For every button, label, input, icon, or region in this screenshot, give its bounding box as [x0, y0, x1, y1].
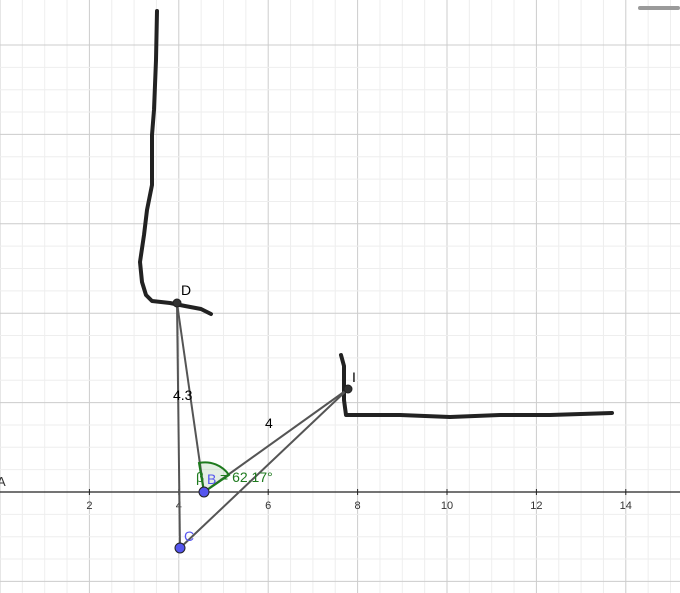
freehand-stroke-right[interactable] [339, 353, 614, 419]
point-label-c: C [184, 528, 194, 544]
axis-label-a: A [0, 474, 6, 489]
point-label-i: I [352, 369, 356, 385]
segment-dc[interactable] [176, 302, 181, 549]
angle-value-text: = 62.17° [220, 469, 273, 485]
x-tick-label: 6 [265, 500, 271, 512]
point-i[interactable] [343, 384, 353, 394]
point-label-b: B [207, 471, 216, 487]
point-c[interactable] [174, 542, 186, 554]
segment-label-db: 4.3 [173, 387, 193, 403]
angle-label-b: β = 62.17° [196, 469, 273, 485]
angle-arc-b[interactable] [197, 461, 231, 494]
point-b[interactable] [198, 486, 210, 498]
x-tick-label: 8 [355, 500, 361, 512]
x-tick-label: 12 [530, 500, 542, 512]
x-tick-label: 14 [620, 500, 632, 512]
x-tick-label: 2 [86, 500, 92, 512]
segment-label-bi: 4 [265, 415, 273, 431]
x-tick-label: 10 [441, 500, 453, 512]
angle-name: β [196, 469, 204, 485]
segment-ci[interactable] [179, 388, 349, 549]
segment-db[interactable] [176, 302, 205, 493]
panel-drag-handle[interactable] [638, 6, 680, 10]
point-label-d: D [181, 282, 191, 298]
point-d[interactable] [172, 298, 182, 308]
